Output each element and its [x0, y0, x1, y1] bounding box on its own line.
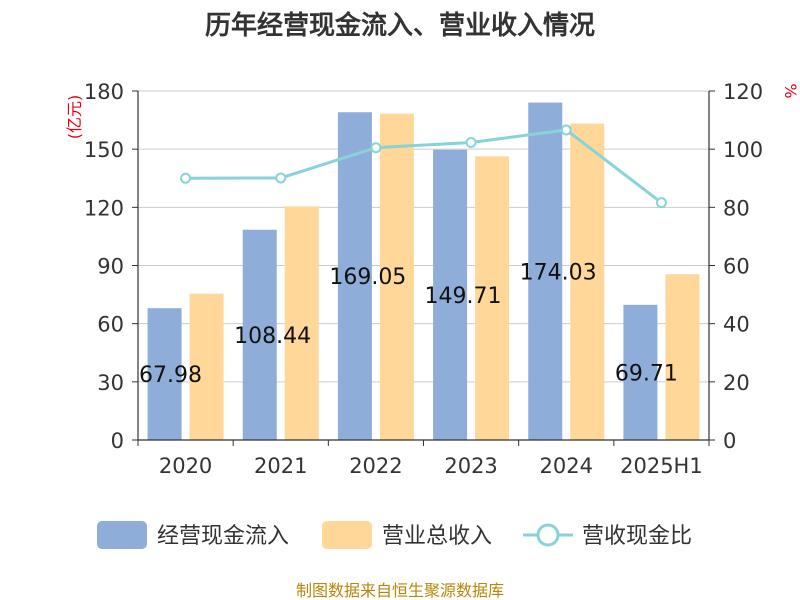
x-tick-label: 2022 [349, 454, 402, 478]
bar-value-label: 108.44 [234, 324, 311, 349]
right-tick-label: 0 [723, 429, 736, 453]
legend-swatch-cash-inflow [97, 521, 147, 549]
legend-label-ratio: 营收现金比 [582, 524, 692, 549]
bar-value-label: 174.03 [520, 260, 597, 285]
right-tick-label: 20 [723, 371, 750, 395]
right-tick-label: 40 [723, 313, 750, 337]
right-tick-label: 60 [723, 255, 750, 279]
right-axis-unit: % [781, 83, 800, 98]
left-tick-label: 90 [97, 255, 124, 279]
chart-title: 历年经营现金流入、营业收入情况 [205, 10, 595, 41]
ratio-point [370, 142, 382, 154]
legend: 经营现金流入 营业总收入 营收现金比 [97, 521, 692, 549]
bar-value-label: 169.05 [329, 265, 406, 290]
left-tick-label: 150 [84, 138, 124, 162]
left-tick-label: 120 [84, 196, 124, 220]
legend-swatch-ratio-marker [536, 523, 560, 547]
bar-cash-inflow [433, 149, 468, 440]
x-tick-label: 2025H1 [620, 454, 703, 478]
bar-value-label: 69.71 [615, 361, 678, 386]
ratio-point [655, 197, 667, 209]
right-tick-label: 120 [723, 80, 763, 104]
left-tick-label: 0 [111, 429, 124, 453]
ratio-point [465, 136, 477, 148]
bar-total-revenue [379, 113, 414, 440]
left-tick-label: 30 [97, 371, 124, 395]
bar-cash-inflow [242, 229, 277, 440]
bar-cash-inflow [147, 308, 182, 440]
bar-cash-inflow [528, 102, 563, 440]
bar-total-revenue [475, 156, 510, 440]
right-tick-label: 100 [723, 138, 763, 162]
gridlines [138, 90, 709, 383]
bars [147, 102, 700, 440]
ratio-point [275, 172, 287, 184]
ratio-polyline [185, 128, 663, 204]
left-axis-unit: (亿元) [65, 95, 84, 140]
bar-cash-inflow [623, 304, 658, 440]
bar-total-revenue [665, 274, 700, 440]
bar-total-revenue [570, 123, 605, 440]
bar-labels: 67.98 108.44 169.05 149.71 174.03 69.71 [139, 260, 678, 388]
bar-total-revenue [284, 206, 319, 440]
bar-value-label: 149.71 [425, 284, 502, 309]
ratio-point [560, 124, 572, 136]
x-tick-label: 2023 [444, 454, 497, 478]
ratio-line [180, 124, 667, 209]
left-tick-label: 60 [97, 313, 124, 337]
x-tick-label: 2021 [254, 454, 307, 478]
x-tick-label: 2024 [540, 454, 593, 478]
legend-label-cash-inflow: 经营现金流入 [157, 524, 289, 549]
axes: 0 30 60 90 120 150 180 0 20 40 60 80 100 120 2020 2021 2… [84, 80, 763, 478]
bar-cash-inflow [337, 112, 372, 440]
x-tick-label: 2020 [159, 454, 212, 478]
source-note: 制图数据来自恒生聚源数据库 [296, 581, 504, 600]
ratio-point [180, 172, 192, 184]
bar-total-revenue [189, 293, 224, 440]
bar-value-label: 67.98 [139, 363, 202, 388]
legend-label-total-revenue: 营业总收入 [382, 524, 492, 549]
right-tick-label: 80 [723, 196, 750, 220]
legend-swatch-total-revenue [322, 521, 372, 549]
left-tick-label: 180 [84, 80, 124, 104]
